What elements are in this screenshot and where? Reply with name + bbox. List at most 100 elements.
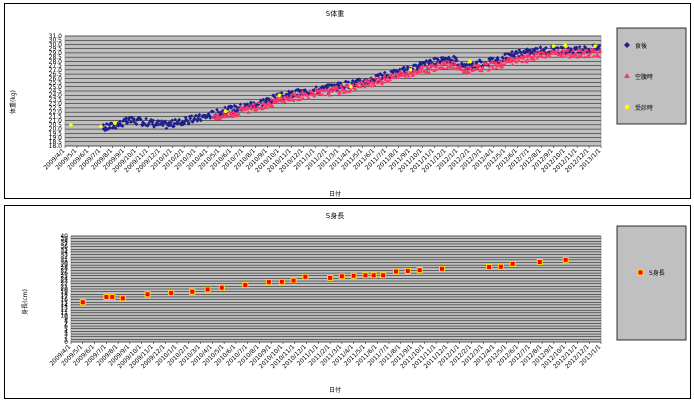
weight-point-fasting bbox=[383, 77, 388, 82]
weight-point-after-meal bbox=[284, 92, 289, 97]
weight-y-tick-label: 30.5 bbox=[49, 37, 63, 44]
weight-point-after-meal bbox=[488, 56, 493, 60]
weight-point-after-meal bbox=[392, 68, 397, 73]
height-y-tick-label: 4 bbox=[64, 328, 68, 335]
weight-point-fasting bbox=[563, 54, 568, 58]
weight-point-after-meal bbox=[192, 116, 197, 121]
weight-point-after-meal bbox=[172, 121, 177, 126]
height-y-tick-label: 33 bbox=[60, 252, 68, 259]
weight-point-after-meal bbox=[134, 122, 139, 126]
weight-point-after-meal bbox=[378, 72, 383, 76]
weight-point-after-meal bbox=[158, 122, 163, 127]
weight-point-checkup bbox=[277, 93, 282, 98]
height-y-tick-label: 32 bbox=[60, 254, 68, 261]
weight-point-fasting bbox=[508, 59, 513, 64]
weight-point-after-meal bbox=[338, 81, 343, 85]
height-y-tick-label: 39 bbox=[60, 236, 68, 243]
weight-point-after-meal bbox=[197, 112, 202, 117]
weight-point-fasting bbox=[490, 60, 494, 64]
weight-point-fasting bbox=[367, 80, 372, 84]
height-point bbox=[144, 291, 151, 298]
weight-point-fasting bbox=[299, 93, 304, 97]
weight-point-fasting bbox=[588, 51, 592, 55]
weight-point-fasting bbox=[288, 98, 293, 102]
weight-point-fasting bbox=[301, 96, 305, 100]
legend-marker-circle-icon bbox=[624, 104, 630, 110]
height-point bbox=[189, 288, 196, 295]
height-y-tick-label: 10 bbox=[60, 313, 68, 320]
weight-y-tick-label: 22.5 bbox=[49, 105, 63, 112]
weight-point-fasting bbox=[269, 97, 274, 101]
weight-point-fasting bbox=[417, 69, 422, 73]
weight-point-fasting bbox=[382, 73, 387, 78]
weight-y-tick-label: 18.0 bbox=[49, 143, 63, 150]
weight-point-fasting bbox=[232, 111, 237, 115]
weight-point-fasting bbox=[335, 86, 340, 90]
height-point bbox=[119, 295, 126, 302]
weight-point-fasting bbox=[536, 51, 541, 55]
weight-point-after-meal bbox=[503, 51, 508, 56]
weight-point-fasting bbox=[367, 83, 371, 87]
weight-point-fasting bbox=[329, 86, 334, 90]
weight-point-after-meal bbox=[169, 120, 173, 125]
weight-y-tick-label: 24.0 bbox=[49, 92, 63, 99]
weight-point-fasting bbox=[417, 67, 422, 71]
weight-point-after-meal bbox=[248, 104, 252, 108]
height-point bbox=[497, 263, 504, 270]
weight-point-fasting bbox=[566, 52, 571, 56]
weight-point-after-meal bbox=[261, 97, 266, 102]
weight-point-after-meal bbox=[535, 46, 539, 51]
weight-point-after-meal bbox=[216, 110, 221, 114]
weight-point-fasting bbox=[475, 66, 480, 70]
height-chart-panel: S身長 0 1 2 3 4 5 6 7 8 9 10 11 12 13 14 15 16 17 18 19 20 21 22… bbox=[4, 205, 691, 399]
weight-point-after-meal bbox=[195, 119, 200, 123]
weight-y-tick-label: 28.5 bbox=[49, 54, 63, 61]
weight-y-tick-label: 21.5 bbox=[49, 113, 63, 120]
height-y-tick-label: 15 bbox=[60, 299, 68, 306]
weight-point-after-meal bbox=[181, 119, 185, 124]
height-point bbox=[393, 268, 400, 275]
weight-point-fasting bbox=[364, 82, 368, 86]
weight-point-after-meal bbox=[487, 57, 491, 61]
weight-point-after-meal bbox=[208, 116, 213, 120]
height-y-tick-label: 36 bbox=[60, 244, 68, 251]
height-y-tick-label: 38 bbox=[60, 238, 68, 245]
weight-point-after-meal bbox=[229, 104, 234, 109]
weight-point-after-meal bbox=[136, 117, 140, 122]
weight-point-after-meal bbox=[329, 83, 334, 87]
height-y-tick-label: 19 bbox=[60, 289, 68, 296]
weight-point-after-meal bbox=[194, 113, 198, 118]
height-y-tick-label: 35 bbox=[60, 246, 68, 253]
weight-y-tick-label: 29.5 bbox=[49, 46, 63, 53]
height-y-tick-label: 1 bbox=[64, 336, 68, 343]
weight-point-fasting bbox=[425, 69, 430, 73]
weight-point-fasting bbox=[574, 51, 579, 55]
weight-point-fasting bbox=[594, 54, 598, 58]
weight-point-after-meal bbox=[157, 119, 161, 123]
weight-point-fasting bbox=[542, 52, 546, 56]
weight-point-after-meal bbox=[159, 121, 164, 125]
weight-point-fasting bbox=[532, 54, 537, 58]
height-point bbox=[416, 267, 423, 274]
weight-point-fasting bbox=[397, 71, 401, 75]
height-y-axis-label: 身長(cm) bbox=[21, 289, 29, 315]
weight-point-fasting bbox=[594, 50, 599, 54]
weight-point-fasting bbox=[237, 112, 241, 116]
weight-point-after-meal bbox=[454, 56, 458, 60]
weight-point-fasting bbox=[266, 103, 270, 107]
weight-point-fasting bbox=[278, 96, 283, 101]
height-y-tick-label: 8 bbox=[64, 318, 68, 325]
weight-point-fasting bbox=[515, 55, 520, 59]
weight-point-fasting bbox=[560, 48, 564, 52]
weight-point-after-meal bbox=[189, 114, 194, 118]
weight-y-tick-label: 29.0 bbox=[49, 50, 63, 57]
weight-point-fasting bbox=[352, 88, 357, 92]
weight-point-fasting bbox=[583, 51, 588, 55]
legend-marker-square-icon bbox=[637, 269, 644, 276]
height-y-tick-label: 3 bbox=[64, 331, 68, 338]
weight-point-after-meal bbox=[559, 45, 563, 50]
weight-point-fasting bbox=[480, 68, 484, 73]
height-y-tick-label: 23 bbox=[60, 278, 68, 285]
weight-y-tick-label: 19.5 bbox=[49, 130, 63, 137]
legend-item-fasting: 空腹時 bbox=[624, 73, 653, 81]
